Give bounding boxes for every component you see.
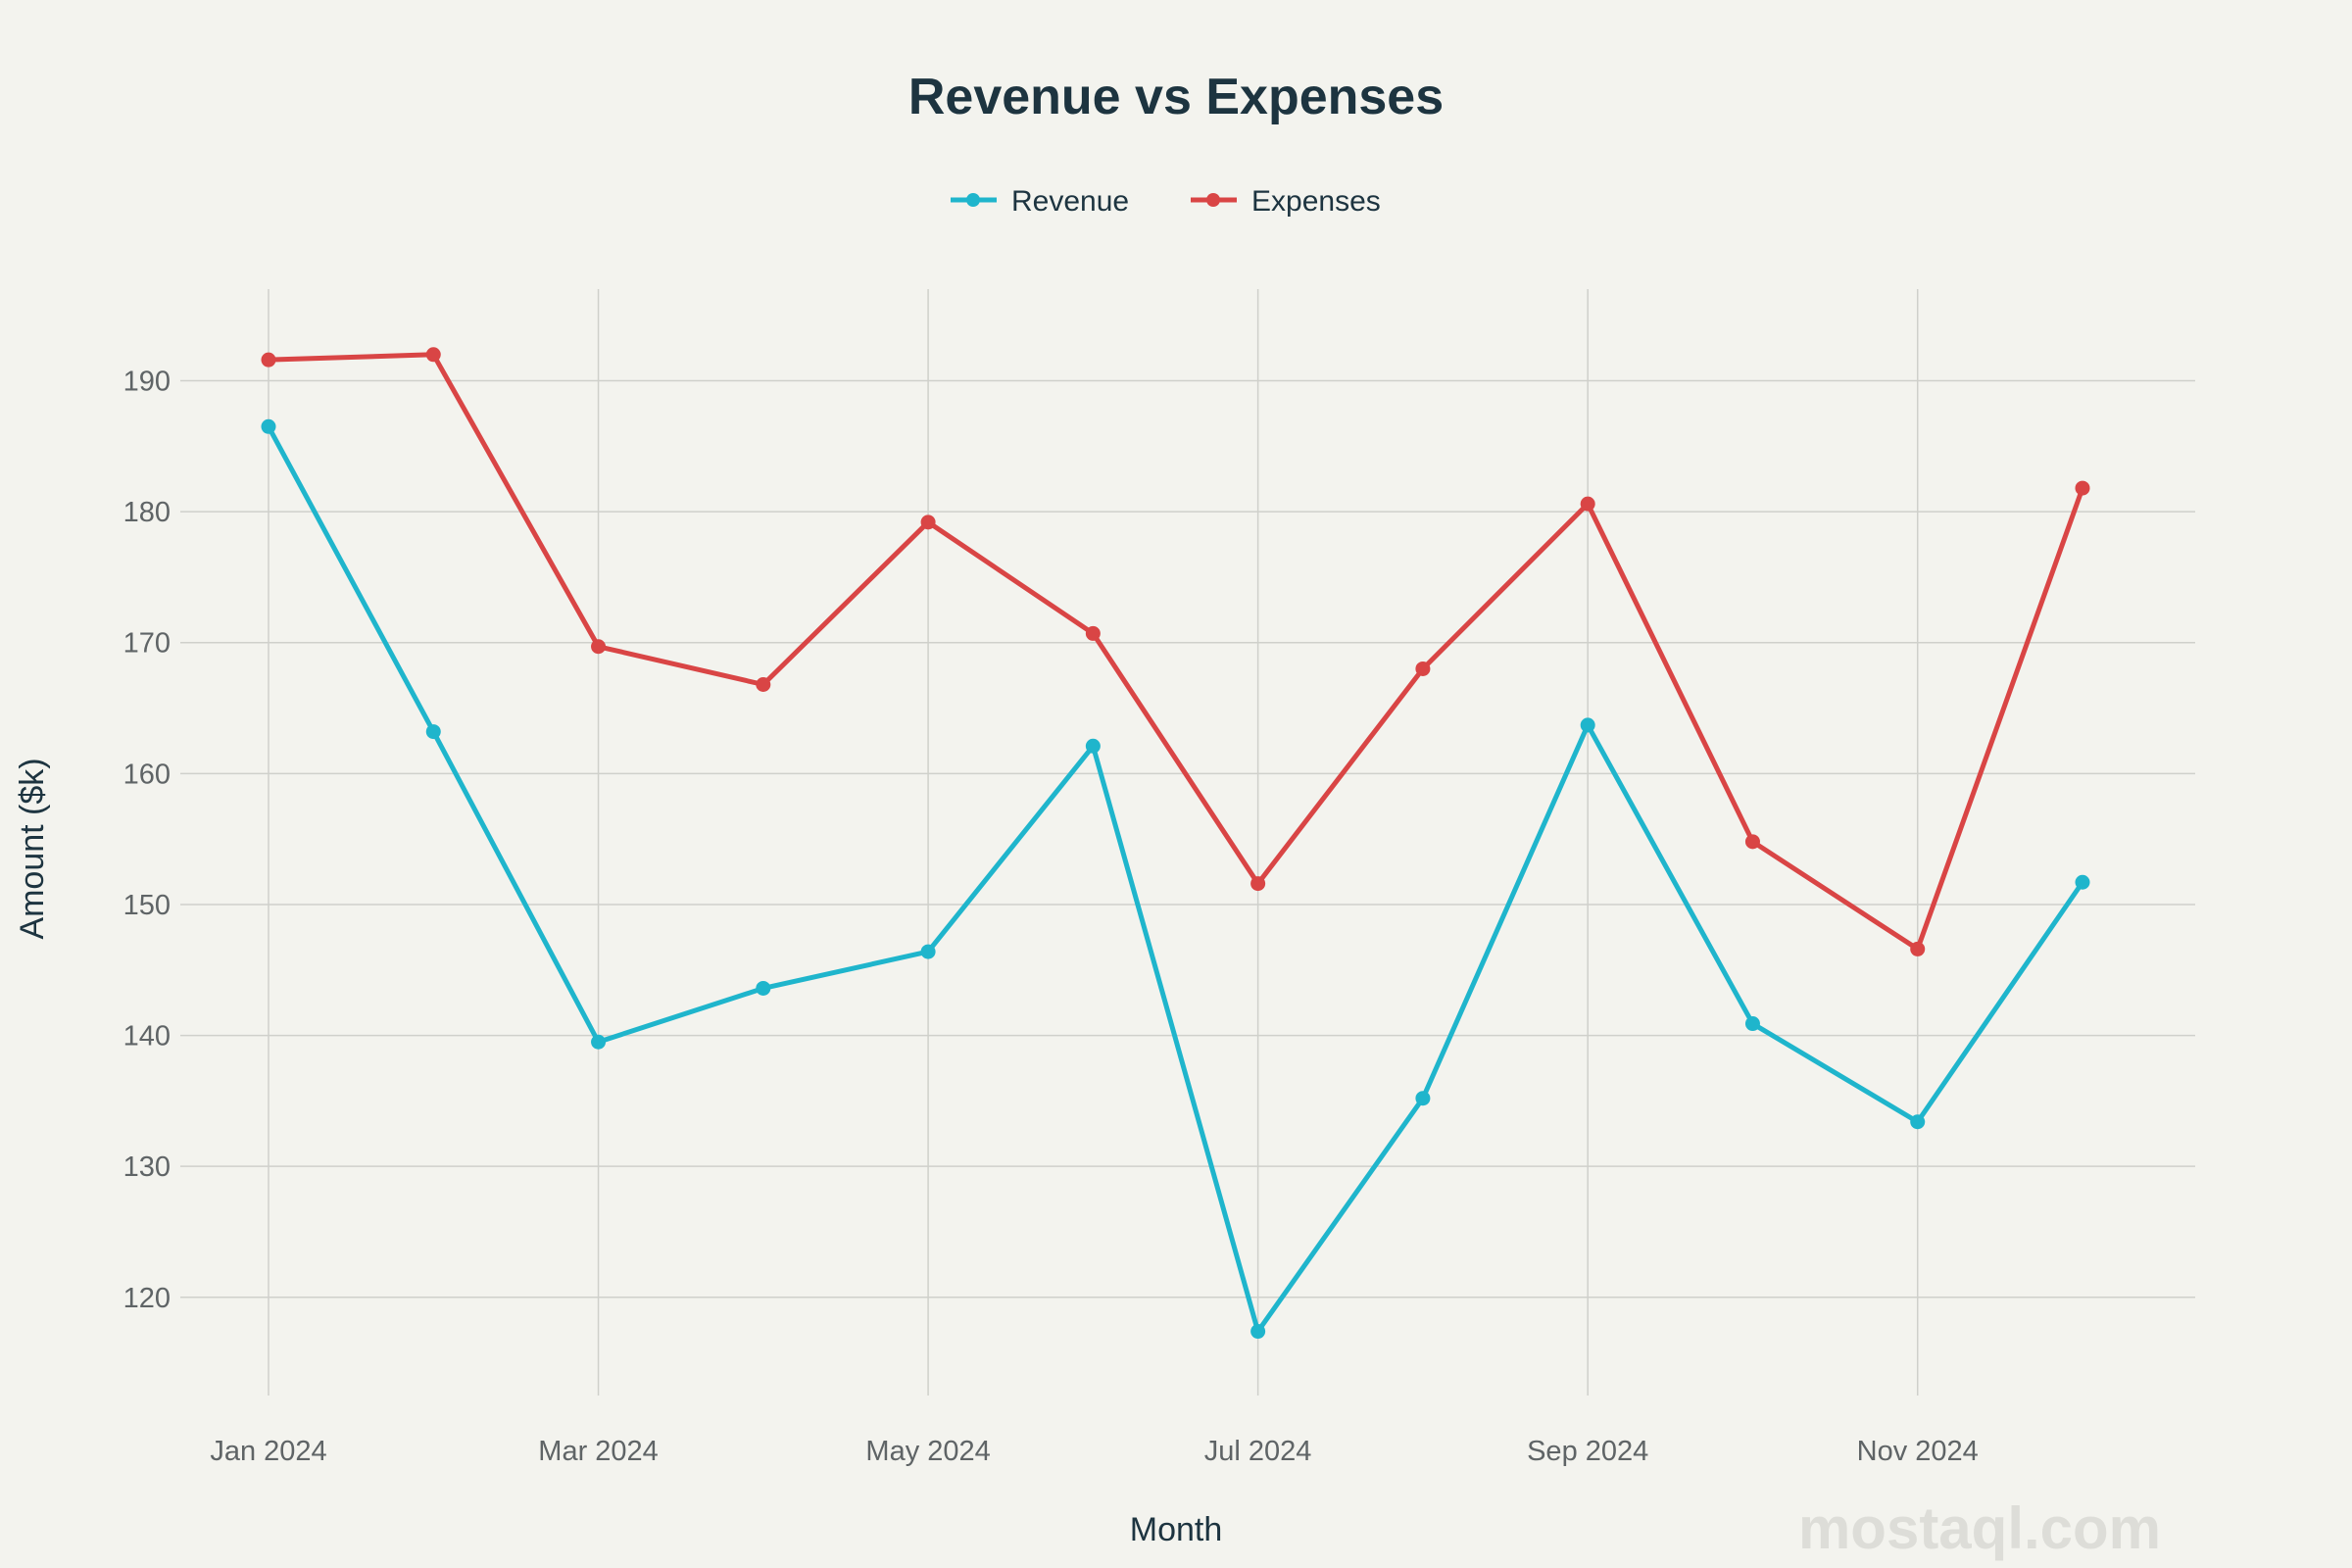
x-axis-ticks: Jan 2024 Mar 2024 May 2024 Jul 2024 Sep 2024… — [210, 1436, 1978, 1467]
x-tick-label: Mar 2024 — [538, 1436, 659, 1467]
data-point — [2075, 874, 2090, 890]
data-point — [1744, 834, 1760, 850]
data-point — [1085, 625, 1101, 641]
data-point — [1415, 661, 1431, 676]
data-point — [261, 352, 276, 368]
data-point — [1910, 1114, 1926, 1130]
data-point — [2075, 480, 2090, 496]
data-point — [920, 514, 936, 530]
series-group — [261, 347, 2090, 1340]
data-point — [756, 980, 771, 996]
data-point — [1580, 496, 1595, 512]
legend-item-revenue: Revenue — [951, 185, 1129, 218]
x-axis-title: Month — [1130, 1511, 1223, 1548]
data-point — [425, 724, 441, 740]
legend-item-expenses: Expenses — [1191, 185, 1381, 218]
legend-marker — [1206, 193, 1220, 207]
x-tick-label: Sep 2024 — [1527, 1436, 1648, 1467]
series-line-expenses — [268, 352, 2085, 952]
data-point — [425, 347, 441, 363]
watermark-logo: mostaql.com — [1798, 1495, 2161, 1561]
y-axis-title: Amount ($k) — [14, 758, 51, 939]
y-tick-label: 140 — [123, 1021, 171, 1053]
data-point — [920, 944, 936, 959]
data-point — [1910, 941, 1926, 956]
y-axis-ticks: 120 130 140 150 160 170 180 190 — [123, 367, 171, 1314]
data-point — [1250, 876, 1266, 892]
y-tick-label: 150 — [123, 890, 171, 921]
legend: Revenue Expenses — [951, 185, 1381, 218]
legend-label: Expenses — [1251, 185, 1381, 218]
data-point — [1744, 1016, 1760, 1032]
y-tick-label: 160 — [123, 759, 171, 790]
y-tick-label: 180 — [123, 497, 171, 528]
x-tick-label: Jan 2024 — [210, 1436, 326, 1467]
data-point — [1415, 1091, 1431, 1106]
data-point — [261, 418, 276, 434]
x-tick-label: Jul 2024 — [1204, 1436, 1312, 1467]
y-tick-label: 120 — [123, 1283, 171, 1314]
y-tick-label: 190 — [123, 367, 171, 398]
data-point — [591, 1034, 607, 1050]
y-tick-label: 130 — [123, 1152, 171, 1183]
chart-title: Revenue vs Expenses — [908, 69, 1444, 125]
data-point — [1085, 738, 1101, 754]
series-line-revenue — [266, 425, 2085, 1335]
data-point — [1250, 1324, 1266, 1340]
data-point — [1580, 717, 1595, 733]
series-expenses — [261, 347, 2090, 956]
x-tick-label: May 2024 — [865, 1436, 990, 1467]
legend-marker — [966, 193, 980, 207]
legend-label: Revenue — [1011, 185, 1129, 218]
x-tick-label: Nov 2024 — [1857, 1436, 1979, 1467]
series-revenue — [261, 418, 2090, 1340]
data-point — [591, 639, 607, 655]
grid — [180, 289, 2195, 1396]
data-point — [756, 677, 771, 693]
y-tick-label: 170 — [123, 628, 171, 660]
